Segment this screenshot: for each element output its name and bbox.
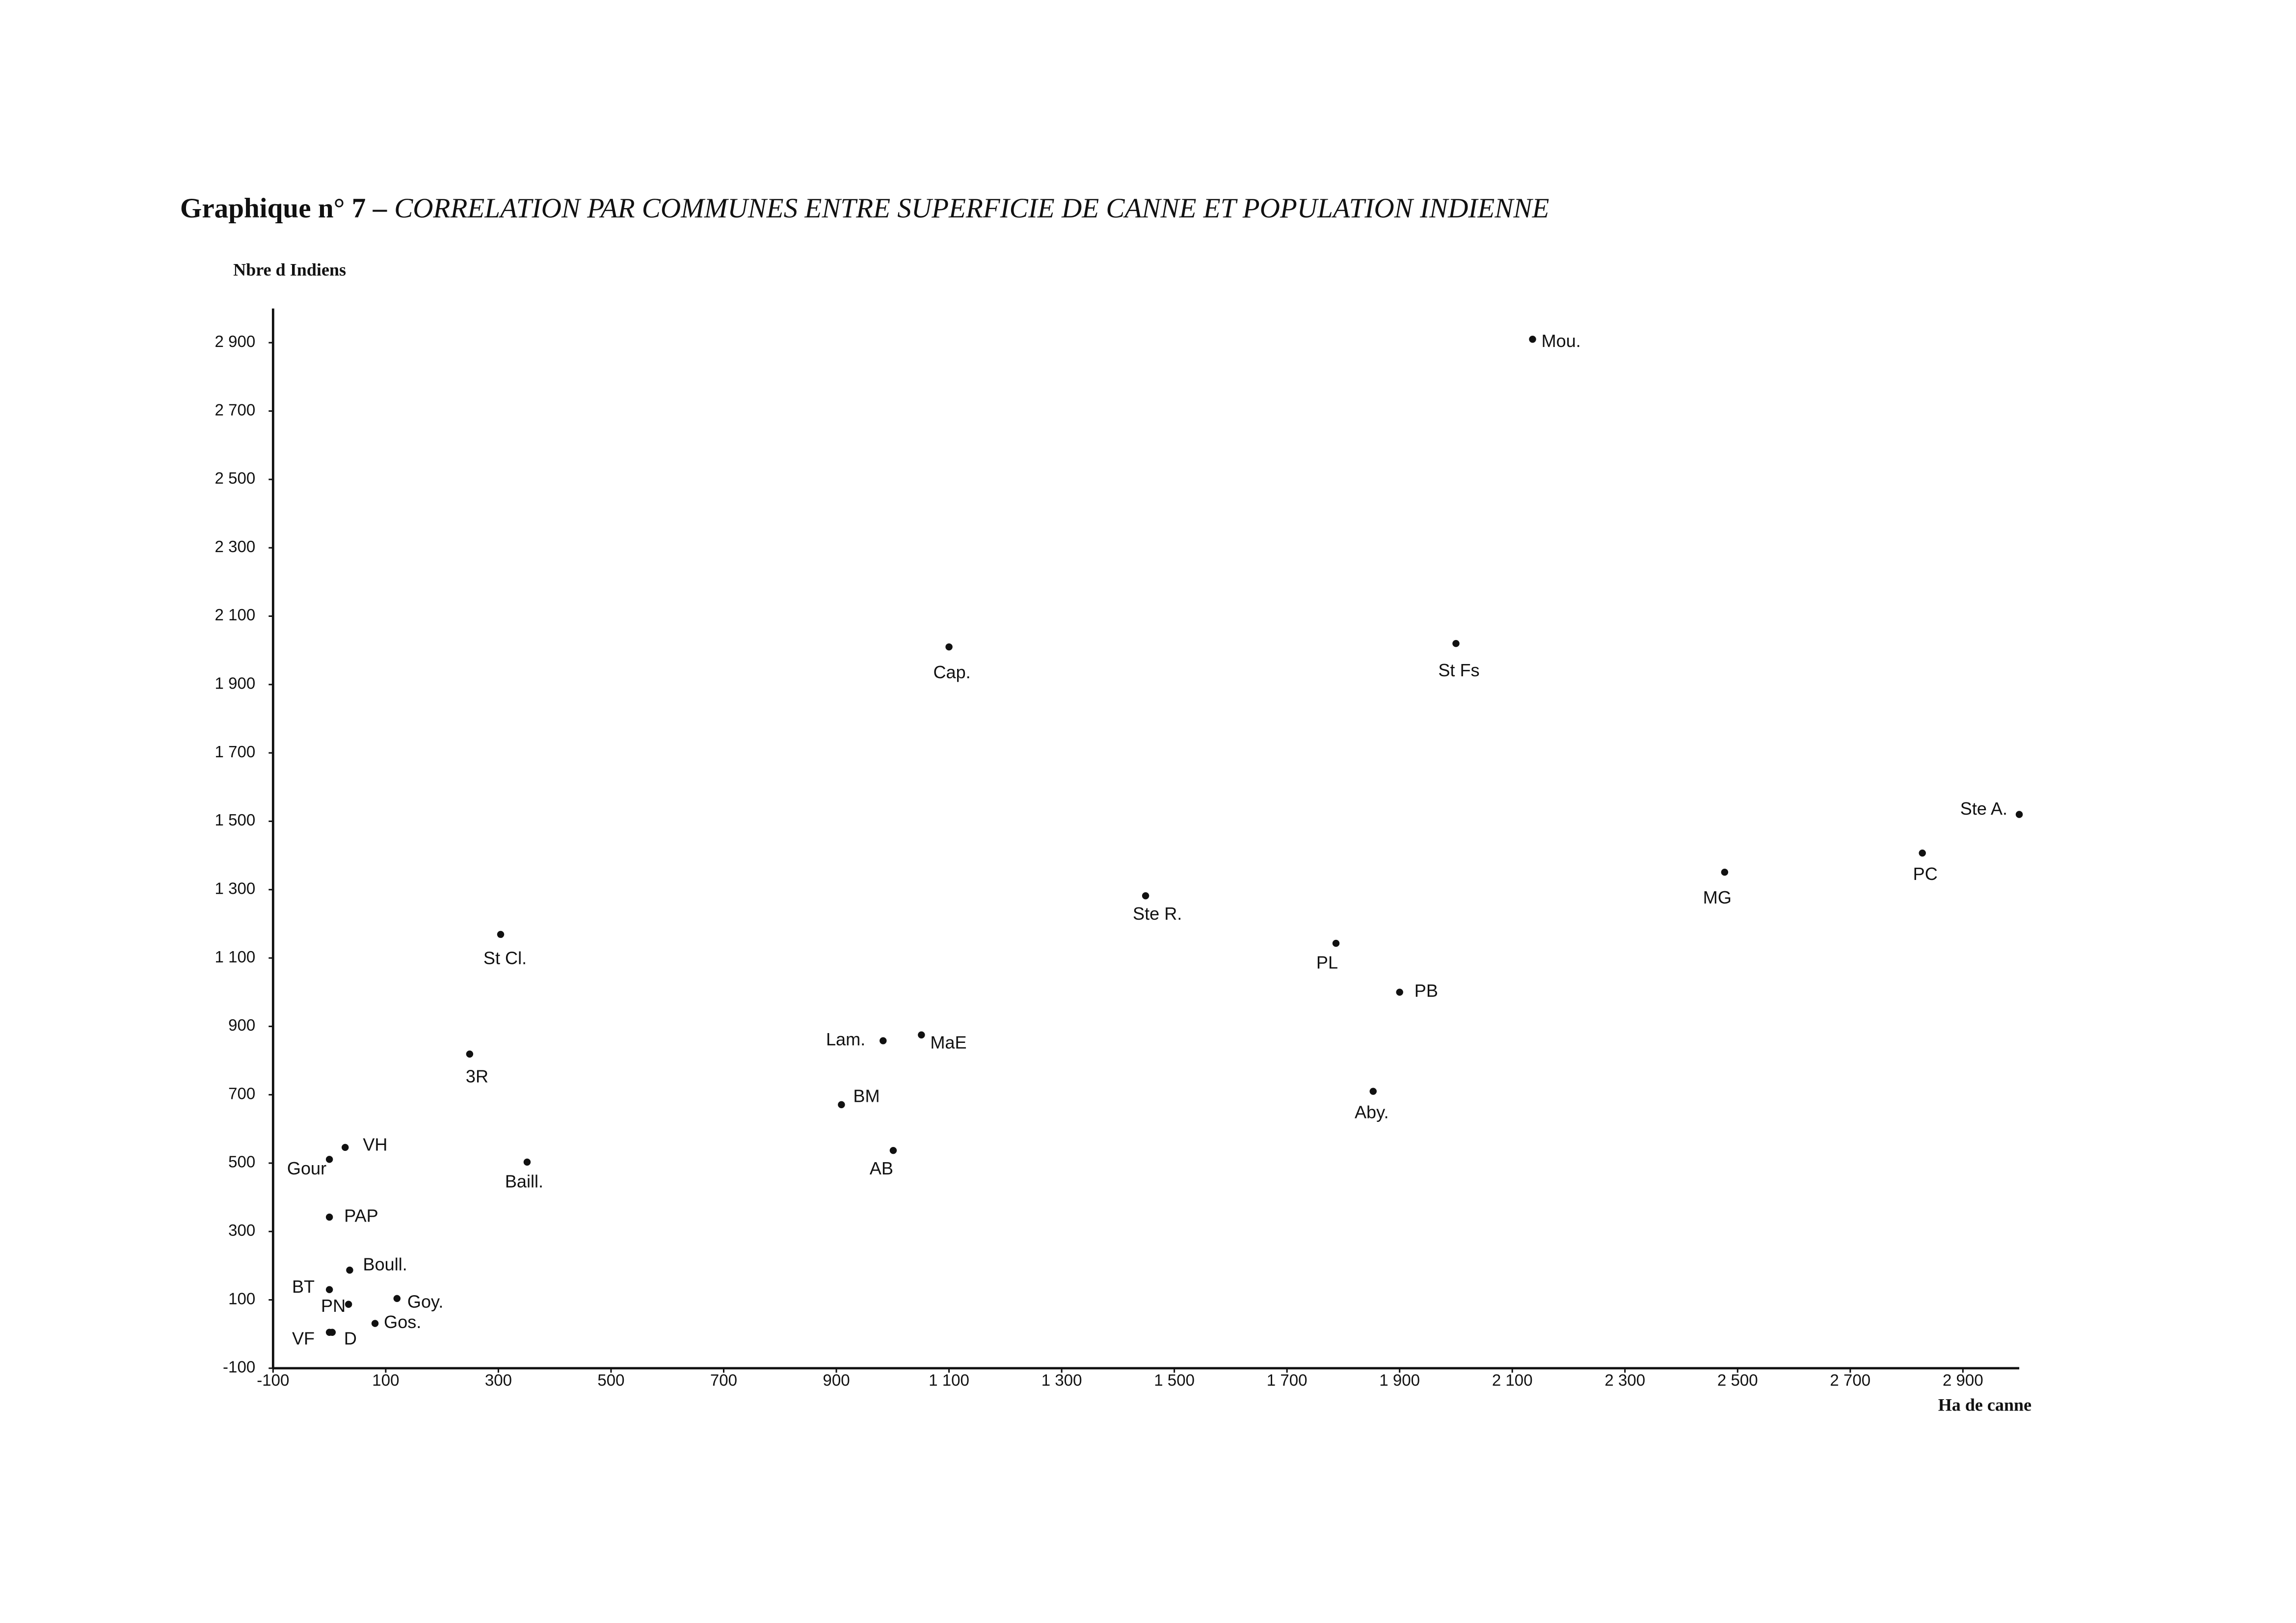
point xyxy=(393,1295,401,1303)
point xyxy=(328,1329,336,1336)
point-label: Ste R. xyxy=(1133,904,1182,924)
y-tick-label: 900 xyxy=(228,1016,255,1035)
y-tick-label: 1 900 xyxy=(214,675,255,693)
point xyxy=(523,1158,531,1166)
point xyxy=(1919,849,1926,857)
point-label: PL xyxy=(1316,953,1338,973)
y-tick-label: 700 xyxy=(228,1085,255,1103)
point xyxy=(325,1213,333,1221)
point-label: St Fs xyxy=(1438,660,1479,680)
point xyxy=(345,1301,352,1308)
y-tick-label: 100 xyxy=(228,1290,255,1308)
title: Graphique n° 7 – xyxy=(180,193,387,224)
point xyxy=(838,1101,845,1109)
point-label: PN xyxy=(321,1296,346,1316)
point xyxy=(945,643,953,651)
point xyxy=(1529,336,1536,343)
point-label: Boull. xyxy=(363,1254,407,1274)
point-label: Aby. xyxy=(1355,1102,1389,1122)
point-label: Gour xyxy=(287,1158,326,1178)
point xyxy=(325,1286,333,1293)
point-label: Baill. xyxy=(505,1171,543,1192)
point-label: PAP xyxy=(344,1206,378,1226)
point-label: MaE xyxy=(930,1032,966,1052)
point-label: Gos. xyxy=(384,1312,421,1332)
x-tick-label: 1 300 xyxy=(1041,1372,1082,1390)
y-tick-label: 1 100 xyxy=(214,948,255,966)
point-label: Lam. xyxy=(826,1029,865,1049)
x-tick-label: 2 700 xyxy=(1830,1372,1870,1390)
point-label: D xyxy=(344,1328,357,1348)
y-tick-label: 500 xyxy=(228,1153,255,1171)
point-label: VF xyxy=(292,1328,315,1348)
point-label: Mou. xyxy=(1542,331,1581,351)
point-label: PB xyxy=(1415,981,1438,1001)
point xyxy=(371,1320,379,1327)
point-label: Ste A. xyxy=(1960,798,2007,819)
point xyxy=(1142,892,1149,900)
y-tick-label: 2 500 xyxy=(214,470,255,488)
y-tick-label: 2 300 xyxy=(214,538,255,556)
point xyxy=(342,1144,349,1151)
x-tick-label: 1 500 xyxy=(1154,1372,1195,1390)
point-label: VH xyxy=(363,1134,387,1154)
x-tick-label: 300 xyxy=(485,1372,512,1390)
y-tick-label: 1 700 xyxy=(214,743,255,761)
point-label: MG xyxy=(1703,887,1732,907)
y-tick-label: -100 xyxy=(223,1358,255,1377)
x-tick-label: 2 100 xyxy=(1492,1372,1533,1390)
x-tick-label: 900 xyxy=(823,1372,850,1390)
x-tick-label: 2 500 xyxy=(1717,1372,1758,1390)
point xyxy=(1369,1088,1377,1095)
y-tick-label: 2 700 xyxy=(214,401,255,419)
point xyxy=(880,1037,887,1044)
point xyxy=(889,1146,897,1154)
point xyxy=(2015,811,2023,818)
x-tick-label: 700 xyxy=(710,1372,737,1390)
y-tick-label: 1 300 xyxy=(214,879,255,898)
chart-title: Graphique n° 7 – CORRELATION PAR COMMUNES… xyxy=(180,193,1549,224)
x-tick-label: 100 xyxy=(372,1372,399,1390)
y-tick-label: 300 xyxy=(228,1222,255,1240)
point xyxy=(1452,639,1460,647)
x-tick-label: 1 900 xyxy=(1379,1372,1420,1390)
y-tick-label: 2 900 xyxy=(214,333,255,351)
y-tick-label: 1 500 xyxy=(214,811,255,829)
point xyxy=(325,1156,333,1163)
point xyxy=(346,1266,353,1274)
point xyxy=(466,1050,474,1058)
point xyxy=(497,931,505,938)
point xyxy=(1396,988,1403,996)
point-label: BT xyxy=(292,1277,315,1297)
point xyxy=(1332,939,1340,947)
x-tick-label: 2 300 xyxy=(1604,1372,1645,1390)
x-axis-label: Ha de canne xyxy=(1938,1395,2031,1414)
x-tick-label: 1 100 xyxy=(929,1372,969,1390)
point-label: St Cl. xyxy=(483,948,527,968)
x-tick-label: 500 xyxy=(597,1372,624,1390)
point xyxy=(1721,868,1729,876)
point-label: AB xyxy=(870,1158,893,1178)
point-label: PC xyxy=(1913,864,1938,884)
point-label: Goy. xyxy=(407,1291,444,1311)
point-label: BM xyxy=(853,1086,880,1106)
y-axis-label: Nbre d Indiens xyxy=(233,260,346,280)
point-label: 3R xyxy=(466,1066,488,1086)
x-tick-label: 2 900 xyxy=(1943,1372,1983,1390)
y-tick-label: 2 100 xyxy=(214,606,255,624)
point xyxy=(918,1031,925,1038)
x-tick-label: -100 xyxy=(257,1372,289,1390)
subtitle: CORRELATION PAR COMMUNES ENTRE SUPERFICI… xyxy=(394,193,1549,224)
x-tick-label: 1 700 xyxy=(1267,1372,1308,1390)
point-label: Cap. xyxy=(933,662,970,682)
